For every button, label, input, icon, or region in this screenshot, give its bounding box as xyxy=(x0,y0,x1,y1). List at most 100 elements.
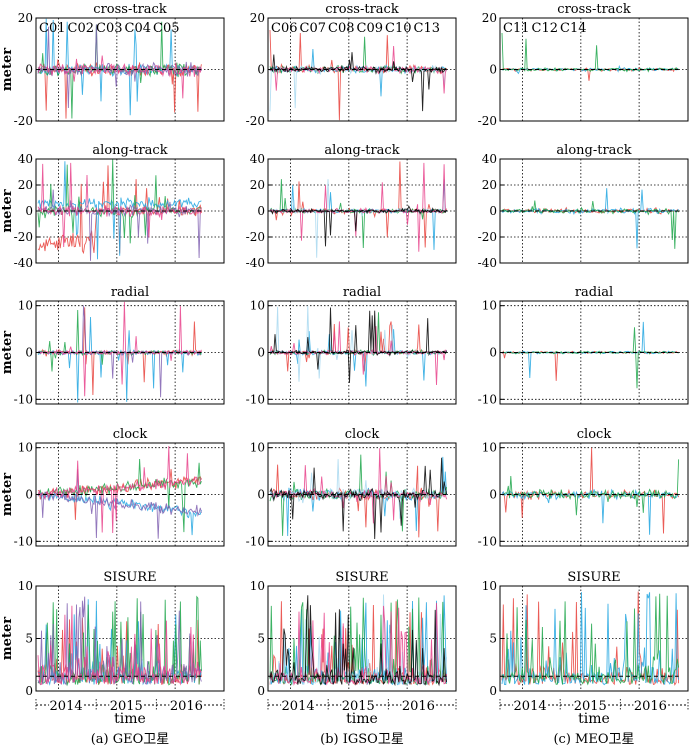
legend-entry-C10: C10 xyxy=(385,21,412,36)
series-line-C03 xyxy=(37,458,202,533)
panel-title: cross-track xyxy=(93,2,167,17)
panel-title: clock xyxy=(113,427,148,442)
panel-title: SISURE xyxy=(567,570,620,585)
y-tick-label: 20 xyxy=(18,178,33,192)
y-tick-label: -20 xyxy=(246,114,265,128)
series-group xyxy=(269,448,448,540)
series-line-C10 xyxy=(269,321,447,386)
x-axis-2: 2014 2015 2016 time xyxy=(499,696,689,727)
series-group xyxy=(269,29,448,121)
x-tick-label: 2014 xyxy=(50,699,83,714)
x-tick-label-bg xyxy=(169,696,204,712)
series-line-C05 xyxy=(37,605,202,686)
series-line-C12 xyxy=(501,321,679,379)
legend: C11 C12 C14 xyxy=(503,21,587,36)
y-tick-label: 0 xyxy=(257,684,265,698)
panel-title: along-track xyxy=(556,143,631,158)
y-tick-label: 10 xyxy=(482,299,497,313)
series-line-C10 xyxy=(269,602,448,686)
x-tick-label-bg xyxy=(341,696,376,712)
x-tick-label: 2014 xyxy=(514,699,547,714)
y-tick-label: -40 xyxy=(246,256,265,270)
y-tick-label: 0 xyxy=(257,346,265,360)
y-tick-label: -10 xyxy=(14,392,33,406)
series-line-C05 xyxy=(37,445,202,534)
y-tick-label: 10 xyxy=(18,441,33,455)
legend-entry-C06: C06 xyxy=(271,21,298,36)
series-line-C13 xyxy=(269,307,447,383)
series-group xyxy=(501,321,679,389)
y-tick-label: -10 xyxy=(246,392,265,406)
legend-entry-C14: C14 xyxy=(560,21,587,36)
panel-clock-1: clock -10 0 10 xyxy=(246,427,457,548)
y-tick-label: 40 xyxy=(482,152,497,166)
legend: C06 C07 C08 C09 C10 C13 xyxy=(271,21,440,36)
legend: C01 C02 C03 C04 C05 xyxy=(39,21,180,36)
series-group xyxy=(269,594,448,687)
legend-entry-C03: C03 xyxy=(96,21,123,36)
panel-title: along-track xyxy=(324,143,399,158)
series-line-C14 xyxy=(501,459,680,516)
legend-entry-C05: C05 xyxy=(153,21,180,36)
y-tick-label: 20 xyxy=(250,178,265,192)
series-line-C10 xyxy=(269,162,447,252)
y-axis-label: meter xyxy=(0,331,15,374)
y-tick-label: 0 xyxy=(257,488,265,502)
series-group xyxy=(269,161,447,258)
x-tick-label: 2016 xyxy=(402,699,435,714)
y-tick-label: 10 xyxy=(482,579,497,593)
x-tick-label-bg xyxy=(633,696,668,712)
y-tick-label: -20 xyxy=(478,230,497,244)
panel-alongtrack-0: along-track -40 -20 0 20 40 meter xyxy=(0,143,225,270)
column-captions: (a) GEO卫星 (b) IGSO卫星 (c) MEO卫星 xyxy=(91,732,635,747)
series-line-C14 xyxy=(501,32,679,73)
y-tick-label: 0 xyxy=(25,204,33,218)
panel-title: SISURE xyxy=(335,570,388,585)
panel-title: SISURE xyxy=(103,570,156,585)
series-line-C07 xyxy=(269,329,447,387)
legend-entry-C01: C01 xyxy=(39,21,66,36)
y-axis-label: meter xyxy=(0,189,15,232)
y-tick-label: -20 xyxy=(14,114,33,128)
y-tick-label: -20 xyxy=(246,230,265,244)
y-tick-label: -40 xyxy=(14,256,33,270)
x-tick-label: 2015 xyxy=(342,699,375,714)
series-line-C04 xyxy=(37,469,202,539)
x-tick-label: 2014 xyxy=(282,699,315,714)
legend-entry-C04: C04 xyxy=(125,21,152,36)
y-tick-label: 20 xyxy=(18,11,33,25)
legend-entry-C13: C13 xyxy=(414,21,441,36)
x-tick-label: 2016 xyxy=(634,699,667,714)
panel-crosstrack-1: cross-track -20 0 20 C06 C07 C08 C09 C10 C13 xyxy=(246,2,457,128)
panel-radial-1: radial -10 0 10 xyxy=(246,285,457,406)
x-axis-1: 2014 2015 2016 time xyxy=(267,696,457,727)
panel-title: cross-track xyxy=(325,2,399,17)
panel-alongtrack-2: along-track -40 -20 0 20 40 xyxy=(478,143,689,270)
series-line-C04 xyxy=(37,24,202,109)
series-line-C10 xyxy=(269,448,448,524)
y-tick-label: 0 xyxy=(489,63,497,77)
panel-title: along-track xyxy=(92,143,167,158)
series-line-C05 xyxy=(37,55,202,99)
y-tick-label: 0 xyxy=(489,204,497,218)
y-tick-label: 5 xyxy=(257,632,265,646)
y-tick-label: 20 xyxy=(250,11,265,25)
y-tick-label: 0 xyxy=(489,346,497,360)
series-line-C05 xyxy=(37,162,202,248)
series-line-C05 xyxy=(37,301,202,397)
series-line-C12 xyxy=(501,188,679,249)
series-line-C10 xyxy=(269,45,448,94)
legend-entry-C11: C11 xyxy=(503,21,530,36)
y-tick-label: -10 xyxy=(478,392,497,406)
y-tick-label: 10 xyxy=(250,579,265,593)
legend-entry-C02: C02 xyxy=(68,21,95,36)
x-axis-label: time xyxy=(578,711,610,727)
series-line-C09 xyxy=(269,64,447,112)
y-tick-label: 20 xyxy=(482,178,497,192)
legend-entry-C12: C12 xyxy=(532,21,559,36)
panel-SISURE-1: SISURE 0 5 10 xyxy=(250,570,457,698)
x-tick-label-bg xyxy=(401,696,436,712)
y-tick-label: 5 xyxy=(489,632,497,646)
series-group xyxy=(37,18,202,119)
y-tick-label: -20 xyxy=(478,114,497,128)
